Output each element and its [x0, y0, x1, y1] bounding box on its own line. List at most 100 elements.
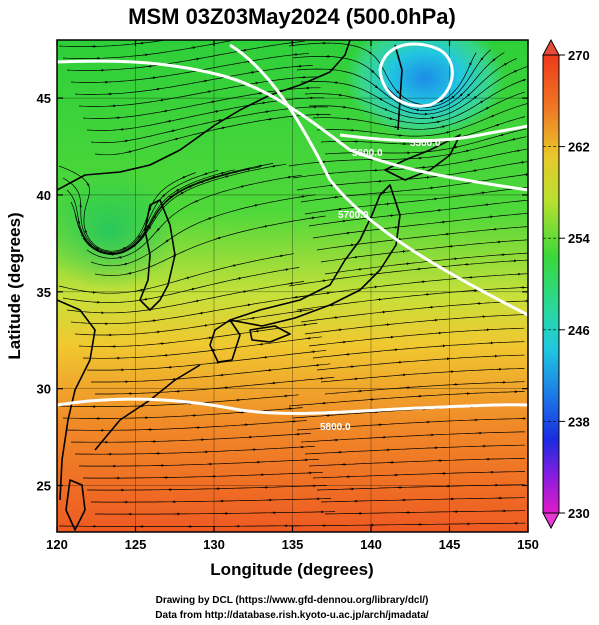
y-tick-label: 30: [37, 382, 51, 397]
streamline-arrow: [373, 84, 378, 89]
colorbar-ticks: 270 262 254 246 238 230: [543, 48, 590, 521]
streamline-arrow: [198, 180, 205, 184]
streamline-arrow: [464, 149, 470, 153]
streamline-arrow: [245, 303, 251, 307]
streamline-arrow: [414, 108, 420, 112]
streamline-arrow: [202, 79, 208, 83]
streamline-arrow: [161, 194, 166, 199]
streamline-arrow: [392, 125, 398, 129]
streamline-arrow: [142, 298, 148, 301]
x-tick-label: 145: [439, 537, 461, 552]
streamline-arrow: [138, 288, 144, 292]
streamline-arrow: [193, 299, 200, 303]
streamline-arrow: [86, 181, 90, 187]
contour-5500: [378, 42, 454, 108]
streamline: [66, 281, 305, 314]
streamline-arrow: [223, 175, 229, 178]
streamline: [300, 58, 517, 115]
streamline-arrow: [438, 99, 444, 103]
x-tick-label: 120: [46, 537, 68, 552]
streamline-arrow: [147, 225, 151, 231]
streamline: [91, 498, 332, 503]
shikoku: [249, 325, 291, 343]
streamline-arrow: [277, 254, 284, 258]
streamline-arrow: [257, 164, 263, 168]
streamline-arrow: [216, 119, 222, 122]
streamline-arrow: [155, 227, 160, 233]
colorbar-min-arrow: [542, 512, 560, 530]
streamline-arrow: [245, 168, 251, 171]
taiwan: [65, 479, 86, 531]
streamline: [58, 253, 294, 294]
streamline-arrow: [252, 204, 258, 207]
streamline-arrow: [121, 247, 127, 250]
streamline-arrow: [184, 276, 190, 280]
streamline-arrow: [254, 329, 260, 333]
streamline: [70, 53, 309, 83]
streamline-arrow: [210, 175, 216, 179]
streamline: [90, 194, 316, 267]
streamline: [288, 42, 477, 106]
streamline-arrow: [122, 139, 129, 143]
y-tick-label: 45: [37, 91, 51, 106]
streamline-arrow: [245, 60, 251, 63]
streamline-arrow: [194, 57, 200, 61]
streamline-arrow: [117, 256, 123, 259]
streamline: [79, 458, 319, 467]
y-axis-title: Latitude (degrees): [5, 212, 24, 359]
streamline-arrow: [205, 90, 212, 94]
streamline: [296, 52, 505, 111]
streamline-arrow: [150, 76, 157, 80]
streamline-arrow: [514, 149, 521, 153]
streamline-arrow: [520, 78, 527, 82]
streamline: [87, 485, 327, 491]
sakhalin: [394, 44, 403, 131]
streamline-arrow: [166, 120, 172, 123]
streamline-arrow: [387, 117, 393, 120]
streamline-arrow: [206, 336, 212, 340]
streamline-arrow: [126, 150, 133, 154]
streamline-arrow: [336, 93, 343, 97]
streamline: [304, 66, 528, 119]
streamline-arrow: [510, 138, 517, 141]
colorbar-max-arrow: [542, 38, 560, 56]
streamline-arrow: [450, 95, 455, 100]
streamline-arrow: [494, 123, 500, 127]
colorbar-tick-label: 270: [568, 48, 590, 63]
streamline-arrow: [439, 125, 446, 129]
streamline: [95, 511, 336, 515]
contour-5860: [57, 397, 528, 415]
streamline: [62, 267, 300, 303]
streamline-arrow: [285, 175, 292, 179]
colorbar-tick-label: 262: [568, 140, 590, 155]
streamline-arrow: [369, 69, 375, 73]
streamline-arrow: [179, 192, 184, 196]
streamline: [82, 87, 321, 119]
streamline-arrow: [236, 277, 242, 280]
streamline-arrow: [324, 291, 331, 295]
streamline-arrow: [266, 117, 273, 121]
streamline: [95, 376, 335, 395]
streamline-arrow: [292, 295, 299, 299]
contour-label-5700: 5700.0: [338, 210, 369, 221]
streamline-arrow: [309, 216, 315, 220]
streamline: [288, 391, 525, 407]
streamline-arrow: [137, 235, 141, 240]
streamline: [58, 40, 163, 47]
streamline: [66, 420, 307, 431]
colorbar-tick-label: 254: [568, 231, 590, 246]
y-tick-label: 25: [37, 479, 51, 494]
streamline-arrow: [253, 81, 259, 85]
streamline-arrow: [77, 219, 81, 225]
y-tick-label: 35: [37, 285, 51, 300]
streamline: [296, 286, 528, 311]
contour-5800: [229, 43, 528, 317]
streamline-arrow: [479, 191, 486, 195]
x-tick-label: 140: [360, 537, 382, 552]
streamline-arrow: [209, 100, 215, 104]
streamline-arrow: [489, 114, 495, 118]
x-tick-label: 130: [203, 537, 225, 552]
streamline-arrow: [126, 272, 133, 275]
contour-label-5600: 5600.0: [352, 148, 383, 159]
streamline: [292, 49, 491, 108]
